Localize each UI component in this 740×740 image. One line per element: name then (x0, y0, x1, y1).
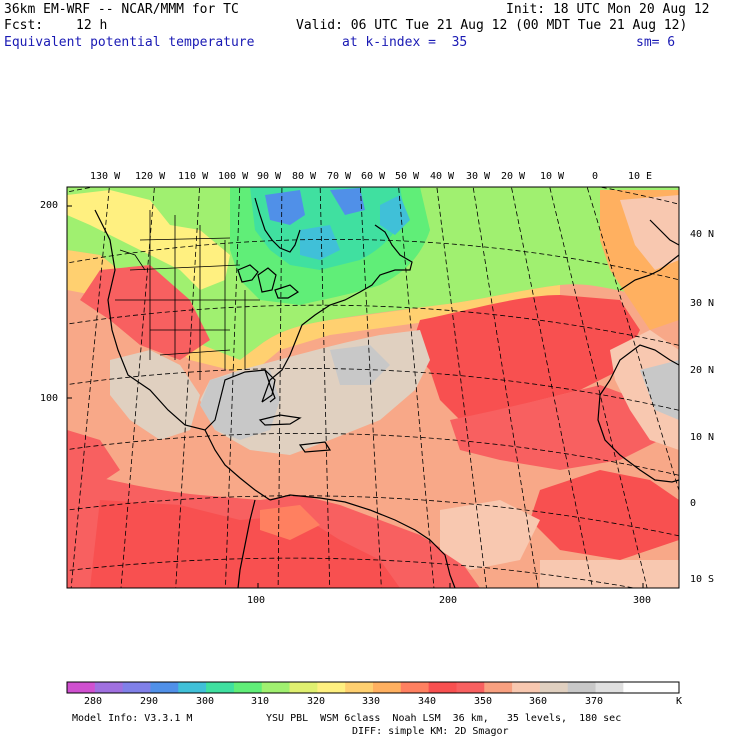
colorbar-swatch (233, 682, 263, 693)
colorbar-swatch (400, 682, 430, 693)
colorbar-label-330: 330 (362, 696, 381, 707)
lat-label-20n: 20 N (690, 365, 715, 376)
colorbar-label-320: 320 (307, 696, 326, 707)
lon-label-60w: 60 W (361, 171, 386, 182)
colorbar-swatch (94, 682, 124, 693)
colorbar-frame (66, 681, 680, 694)
lon-label-40w: 40 W (430, 171, 455, 182)
colorbar-swatch (373, 682, 402, 693)
init-time: Init: 18 UTC Mon 20 Aug 12 (506, 2, 710, 17)
coastlines (94, 197, 679, 588)
colorbar-swatch (289, 682, 318, 693)
lon-label-20w: 20 W (501, 171, 526, 182)
colorbar-label-290: 290 (140, 696, 159, 707)
colorbar-unit: K (676, 696, 683, 707)
colorbar-label-350: 350 (474, 696, 493, 707)
colorbar-swatch (651, 682, 680, 693)
colorbar-swatch (456, 682, 485, 693)
model-title: 36km EM-WRF -- NCAR/MMM for TC (4, 2, 239, 17)
lon-label-100w: 100 W (218, 171, 249, 182)
forecast-label: Fcst: (4, 18, 44, 33)
colorbar-swatch (428, 682, 457, 693)
lon-label-0: 0 (592, 171, 599, 182)
model-info: Model Info: V3.3.1 M (72, 713, 193, 724)
colorbar-swatch (539, 682, 569, 693)
valid-time: Valid: 06 UTC Tue 21 Aug 12 (00 MDT Tue … (296, 18, 688, 33)
grid-x-label-200: 200 (439, 595, 458, 606)
lat-label-30n: 30 N (690, 298, 715, 309)
grid-x-label-300: 300 (633, 595, 652, 606)
forecast-hour: 12 h (76, 18, 108, 33)
colorbar-label-370: 370 (585, 696, 604, 707)
lat-label-10s: 10 S (690, 574, 715, 585)
colorbar-swatch (261, 682, 291, 693)
colorbar-swatch (206, 682, 235, 693)
colorbar-swatch (178, 682, 207, 693)
colorbar-swatch (567, 682, 597, 693)
colorbar-label-310: 310 (251, 696, 270, 707)
grid-y-label-200: 200 (40, 200, 59, 211)
lat-label-40n: 40 N (690, 229, 715, 240)
colorbar-swatch (67, 682, 96, 693)
lat-label-10n: 10 N (690, 432, 715, 443)
colorbar-swatch (122, 682, 151, 693)
lat-label-0: 0 (690, 498, 697, 509)
lon-label-10e: 10 E (628, 171, 653, 182)
colorbar-swatch (484, 682, 513, 693)
colorbar-swatch (623, 682, 652, 693)
colorbar-swatch (595, 682, 624, 693)
shaded-field (67, 187, 679, 588)
lon-label-10w: 10 W (540, 171, 565, 182)
lon-label-70w: 70 W (327, 171, 352, 182)
colorbar-swatch (317, 682, 346, 693)
lon-label-130w: 130 W (90, 171, 121, 182)
colorbar-label-340: 340 (418, 696, 437, 707)
grid-y-label-100: 100 (40, 393, 59, 404)
lon-label-120w: 120 W (135, 171, 166, 182)
map-frame (66, 186, 680, 589)
field-name: Equivalent potential temperature (4, 35, 255, 50)
frame-ticks (67, 205, 644, 588)
colorbar-label-300: 300 (196, 696, 215, 707)
smoothing-info: sm= 6 (636, 35, 676, 50)
grid-x-label-100: 100 (247, 595, 266, 606)
colorbar-label-360: 360 (529, 696, 548, 707)
colorbar-swatch (512, 682, 541, 693)
lon-label-80w: 80 W (292, 171, 317, 182)
lon-label-90w: 90 W (257, 171, 282, 182)
colorbar-label-280: 280 (84, 696, 103, 707)
colorbar-swatch (150, 682, 179, 693)
lon-label-110w: 110 W (178, 171, 209, 182)
colorbar (67, 682, 680, 693)
colorbar-swatch (345, 682, 374, 693)
level-info: at k-index = 35 (342, 35, 468, 50)
lat-lon-graticule (67, 187, 679, 588)
lon-label-50w: 50 W (395, 171, 420, 182)
lon-label-30w: 30 W (466, 171, 491, 182)
diffusion-info: DIFF: simple KM: 2D Smagor (352, 726, 509, 737)
physics-info: YSU PBL WSM 6class Noah LSM 36 km, 35 le… (266, 713, 622, 724)
